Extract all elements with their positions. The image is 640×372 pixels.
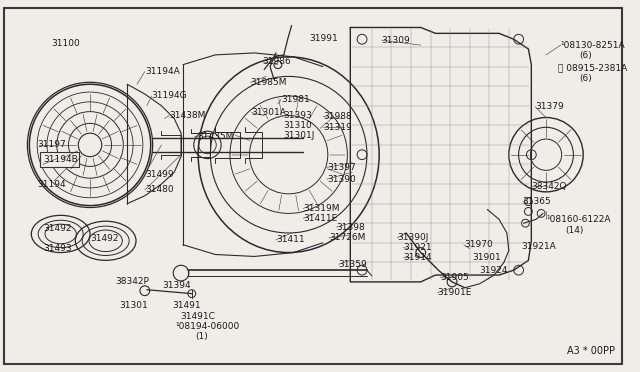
- Text: (6): (6): [579, 74, 592, 83]
- Text: 31194: 31194: [37, 180, 66, 189]
- Text: (14): (14): [566, 225, 584, 234]
- Text: 31480: 31480: [145, 185, 173, 195]
- Text: 31390: 31390: [327, 174, 356, 184]
- Text: ¹08194-06000: ¹08194-06000: [175, 323, 239, 331]
- Text: 31197: 31197: [37, 140, 66, 150]
- Text: 31492: 31492: [90, 234, 118, 243]
- Text: A3 * 00PP: A3 * 00PP: [566, 346, 614, 356]
- Text: 31499: 31499: [145, 170, 173, 179]
- Text: 31491C: 31491C: [180, 312, 215, 321]
- Text: 31365: 31365: [522, 197, 551, 206]
- Text: 31100: 31100: [51, 39, 79, 48]
- Text: 31921A: 31921A: [522, 242, 556, 251]
- Text: 38342P: 38342P: [115, 278, 149, 286]
- Text: 31493: 31493: [43, 244, 72, 253]
- Text: 31319: 31319: [323, 123, 351, 132]
- Text: 31379: 31379: [535, 102, 564, 111]
- Text: 31986: 31986: [262, 57, 291, 66]
- Text: 31988: 31988: [323, 112, 351, 121]
- Text: 31310: 31310: [283, 121, 312, 130]
- Text: 31981: 31981: [281, 95, 310, 105]
- Text: 31726M: 31726M: [329, 233, 365, 243]
- Text: 31914: 31914: [403, 253, 432, 262]
- Text: 31411E: 31411E: [303, 214, 337, 223]
- Text: 31398: 31398: [337, 222, 365, 232]
- Text: 31411: 31411: [276, 235, 305, 244]
- Text: 31194G: 31194G: [152, 92, 188, 100]
- Text: ¹08130-8251A: ¹08130-8251A: [561, 41, 625, 49]
- Text: 31901E: 31901E: [437, 288, 472, 297]
- Text: 31924: 31924: [479, 266, 508, 275]
- Text: 31901: 31901: [472, 253, 501, 262]
- Text: 31359: 31359: [339, 260, 367, 269]
- Text: 31435M: 31435M: [198, 132, 234, 141]
- Text: 31905: 31905: [440, 273, 469, 282]
- Text: 31492: 31492: [43, 224, 72, 232]
- FancyBboxPatch shape: [40, 152, 79, 167]
- Text: 31985M: 31985M: [250, 78, 287, 87]
- Text: 31319M: 31319M: [303, 204, 340, 213]
- Text: 31491: 31491: [172, 301, 201, 310]
- Text: 31397: 31397: [327, 163, 356, 172]
- Text: 31390J: 31390J: [397, 233, 429, 243]
- Text: 31194A: 31194A: [145, 67, 180, 76]
- Text: 31921: 31921: [403, 243, 432, 252]
- Text: 31309: 31309: [381, 36, 410, 45]
- Text: ⓘ 08915-2381A: ⓘ 08915-2381A: [557, 63, 627, 72]
- Text: ¹08160-6122A: ¹08160-6122A: [546, 215, 611, 224]
- Text: 31301J: 31301J: [283, 131, 314, 140]
- Text: 31194B: 31194B: [43, 155, 78, 164]
- Text: 31393: 31393: [283, 111, 312, 120]
- Text: 31970: 31970: [464, 240, 493, 249]
- Text: 31301A: 31301A: [252, 108, 286, 117]
- Text: (1): (1): [196, 332, 209, 341]
- Text: 31394: 31394: [163, 281, 191, 290]
- Text: (6): (6): [579, 51, 592, 60]
- Text: 31301: 31301: [120, 301, 148, 310]
- Text: 31438M: 31438M: [170, 111, 205, 120]
- Text: 31991: 31991: [309, 34, 338, 43]
- Text: 38342Q: 38342Q: [531, 183, 567, 192]
